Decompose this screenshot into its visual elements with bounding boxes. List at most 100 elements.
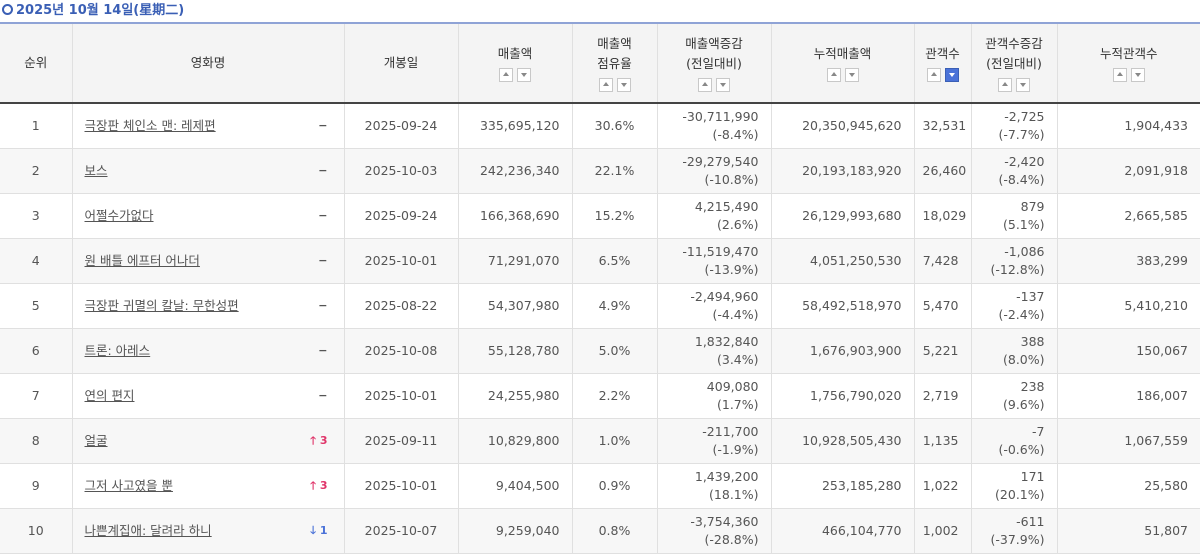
aud-delta-pct: (-7.7%) xyxy=(998,126,1045,142)
boxoffice-table: 순위 영화명 개봉일 매출액 매출액 점유율 매출액증감 (전일대비) 누적매출액 … xyxy=(0,22,1200,554)
cum-sales-cell: 466,104,770 xyxy=(770,508,914,554)
aud-delta: -2,420 xyxy=(1004,153,1045,169)
sort-desc-icon[interactable] xyxy=(844,68,859,82)
sort-asc-icon[interactable] xyxy=(598,78,613,92)
rank-cell: 6 xyxy=(0,328,72,374)
aud-delta: -137 xyxy=(1016,288,1045,304)
sales-delta: -211,700 xyxy=(702,423,759,439)
cum-audience-cell: 186,007 xyxy=(1056,373,1200,419)
sales-cell: 71,291,070 xyxy=(457,238,572,284)
movie-title-link[interactable]: 원 배틀 에프터 어나더 xyxy=(84,252,200,268)
aud-delta-pct: (-0.6%) xyxy=(998,441,1045,457)
col-share: 매출액 점유율 xyxy=(571,22,657,104)
col-sales: 매출액 xyxy=(457,22,572,104)
rank-cell: 3 xyxy=(0,193,72,239)
sort-desc-icon[interactable] xyxy=(517,68,531,82)
sales-change-cell: 1,832,840 (3.4%) xyxy=(656,328,771,374)
movie-title-link[interactable]: 어쩔수가없다 xyxy=(84,207,154,223)
cum-audience-cell: 383,299 xyxy=(1056,238,1200,284)
sort-asc-icon[interactable] xyxy=(826,68,841,82)
table-row: 9 그저 사고였을 뿐 🡑 3 2025-10-01 9,404,500 0.9% 1,43… xyxy=(0,463,1200,509)
table-row: 5 극장판 귀멸의 칼날: 무한성편 − 2025-08-22 54,307,980 4.… xyxy=(0,283,1200,329)
aud-delta: 238 xyxy=(1020,378,1045,394)
rank-change-same-icon: − xyxy=(318,388,328,402)
title-cell: 극장판 귀멸의 칼날: 무한성편 − xyxy=(71,283,344,329)
sort-desc-icon[interactable] xyxy=(716,78,730,92)
sales-delta: -2,494,960 xyxy=(690,288,759,304)
sales-change-cell: -3,754,360 (-28.8%) xyxy=(656,508,771,554)
movie-title-link[interactable]: 극장판 귀멸의 칼날: 무한성편 xyxy=(84,297,239,313)
sort-desc-active-icon[interactable] xyxy=(944,68,959,82)
share-cell: 30.6% xyxy=(571,103,657,149)
aud-delta: 388 xyxy=(1020,333,1045,349)
title-cell: 그저 사고였을 뿐 🡑 3 xyxy=(71,463,344,509)
aud-change-cell: 388 (8.0%) xyxy=(970,328,1057,374)
sort-controls xyxy=(577,78,653,92)
rank-change-same-icon: − xyxy=(318,118,328,132)
cum-audience-cell: 5,410,210 xyxy=(1056,283,1200,329)
cum-audience-cell: 2,665,585 xyxy=(1056,193,1200,239)
rank-cell: 5 xyxy=(0,283,72,329)
open-date-cell: 2025-08-22 xyxy=(343,283,458,329)
aud-delta: -1,086 xyxy=(1004,243,1045,259)
rank-cell: 4 xyxy=(0,238,72,284)
movie-title-link[interactable]: 극장판 체인소 맨: 레제편 xyxy=(84,117,216,133)
sales-delta-pct: (-28.8%) xyxy=(704,531,759,547)
movie-title-link[interactable]: 보스 xyxy=(84,162,108,178)
sort-desc-icon[interactable] xyxy=(616,78,631,92)
aud-delta: -7 xyxy=(1032,423,1045,439)
col-title: 영화명 xyxy=(71,22,344,104)
share-cell: 0.8% xyxy=(571,508,657,554)
movie-title-link[interactable]: 트론: 아레스 xyxy=(84,342,151,358)
sort-asc-icon[interactable] xyxy=(698,78,712,92)
cum-audience-cell: 1,904,433 xyxy=(1056,103,1200,149)
sales-change-cell: 4,215,490 (2.6%) xyxy=(656,193,771,239)
rank-cell: 1 xyxy=(0,103,72,149)
sales-cell: 335,695,120 xyxy=(457,103,572,149)
table-row: 1 극장판 체인소 맨: 레제편 − 2025-09-24 335,695,120 30.… xyxy=(0,103,1200,149)
aud-change-cell: -7 (-0.6%) xyxy=(970,418,1057,464)
share-cell: 4.9% xyxy=(571,283,657,329)
movie-title-link[interactable]: 얼굴 xyxy=(84,432,108,448)
sort-controls xyxy=(919,68,967,82)
col-rank: 순위 xyxy=(0,22,72,104)
rank-change-down-icon: 🡓 1 xyxy=(310,523,328,537)
movie-title-link[interactable]: 나쁜계집애: 달려라 하니 xyxy=(84,522,212,538)
aud-delta-pct: (8.0%) xyxy=(1002,351,1045,367)
share-cell: 0.9% xyxy=(571,463,657,509)
aud-change-cell: -1,086 (-12.8%) xyxy=(970,238,1057,284)
circle-icon xyxy=(2,4,13,15)
cum-audience-cell: 150,067 xyxy=(1056,328,1200,374)
open-date-cell: 2025-10-01 xyxy=(343,238,458,284)
open-date-cell: 2025-09-24 xyxy=(343,103,458,149)
rank-change-same-icon: − xyxy=(318,253,328,267)
movie-title-link[interactable]: 연의 편지 xyxy=(84,387,135,403)
cum-audience-cell: 51,807 xyxy=(1056,508,1200,554)
sort-asc-icon[interactable] xyxy=(499,68,513,82)
aud-delta: 879 xyxy=(1020,198,1045,214)
open-date-cell: 2025-09-11 xyxy=(343,418,458,464)
aud-delta: -611 xyxy=(1016,513,1045,529)
rank-cell: 8 xyxy=(0,418,72,464)
sort-controls xyxy=(1062,68,1197,82)
aud-delta-pct: (5.1%) xyxy=(1002,216,1045,232)
title-cell: 극장판 체인소 맨: 레제편 − xyxy=(71,103,344,149)
sort-asc-icon[interactable] xyxy=(998,78,1012,92)
cum-sales-cell: 1,756,790,020 xyxy=(770,373,914,419)
aud-delta-pct: (9.6%) xyxy=(1002,396,1045,412)
sort-desc-icon[interactable] xyxy=(1016,78,1030,92)
sales-cell: 55,128,780 xyxy=(457,328,572,374)
movie-title-link[interactable]: 그저 사고였을 뿐 xyxy=(84,477,173,493)
sort-asc-icon[interactable] xyxy=(926,68,941,82)
title-cell: 얼굴 🡑 3 xyxy=(71,418,344,464)
share-cell: 5.0% xyxy=(571,328,657,374)
rank-change-same-icon: − xyxy=(318,343,328,357)
sort-desc-icon[interactable] xyxy=(1130,68,1145,82)
aud-delta-pct: (-8.4%) xyxy=(998,171,1045,187)
sales-delta-pct: (2.6%) xyxy=(716,216,759,232)
sort-asc-icon[interactable] xyxy=(1112,68,1127,82)
rank-cell: 2 xyxy=(0,148,72,194)
sales-delta-pct: (18.1%) xyxy=(709,486,759,502)
rank-change-same-icon: − xyxy=(318,298,328,312)
col-cum-audience: 누적관객수 xyxy=(1056,22,1200,104)
